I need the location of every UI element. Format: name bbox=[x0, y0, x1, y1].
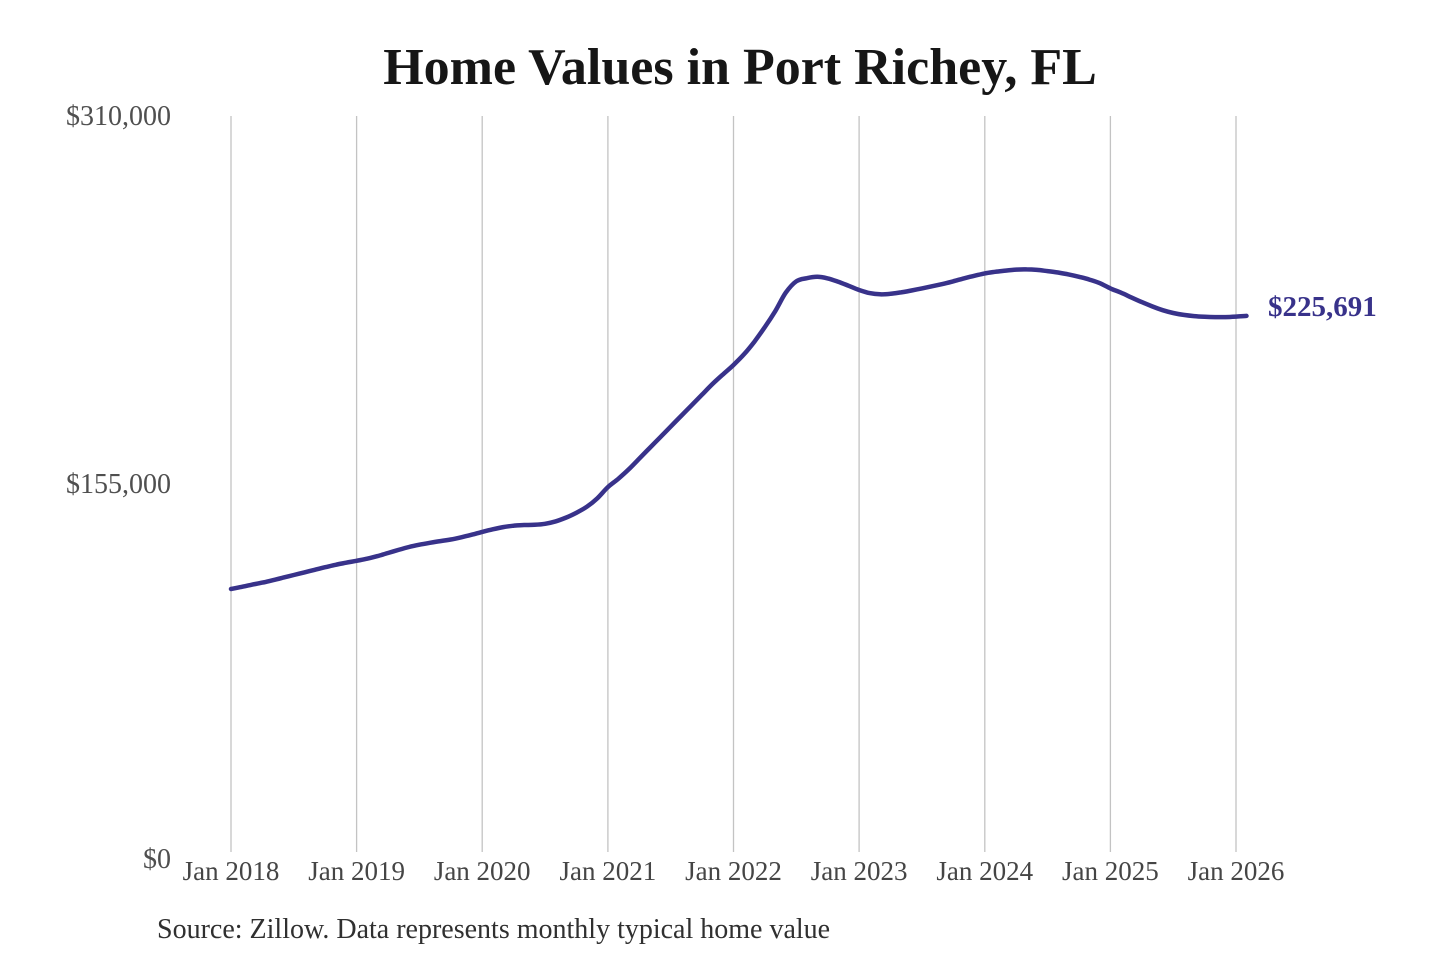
svg-text:Jan 2022: Jan 2022 bbox=[685, 856, 782, 886]
svg-text:Source: Zillow. Data represent: Source: Zillow. Data represents monthly … bbox=[157, 914, 830, 945]
svg-text:$155,000: $155,000 bbox=[66, 469, 171, 500]
svg-text:Jan 2021: Jan 2021 bbox=[560, 856, 657, 886]
svg-text:Jan 2020: Jan 2020 bbox=[434, 856, 531, 886]
svg-text:$0: $0 bbox=[143, 844, 171, 875]
svg-text:$225,691: $225,691 bbox=[1268, 291, 1377, 323]
svg-text:Jan 2024: Jan 2024 bbox=[936, 856, 1033, 886]
svg-text:Jan 2019: Jan 2019 bbox=[308, 856, 405, 886]
svg-text:Jan 2026: Jan 2026 bbox=[1188, 856, 1285, 886]
svg-text:Jan 2023: Jan 2023 bbox=[811, 856, 908, 886]
svg-text:Jan 2018: Jan 2018 bbox=[183, 856, 280, 886]
svg-text:Jan 2025: Jan 2025 bbox=[1062, 856, 1159, 886]
svg-text:$310,000: $310,000 bbox=[66, 101, 171, 132]
svg-text:Home Values in Port Richey, FL: Home Values in Port Richey, FL bbox=[383, 39, 1097, 96]
